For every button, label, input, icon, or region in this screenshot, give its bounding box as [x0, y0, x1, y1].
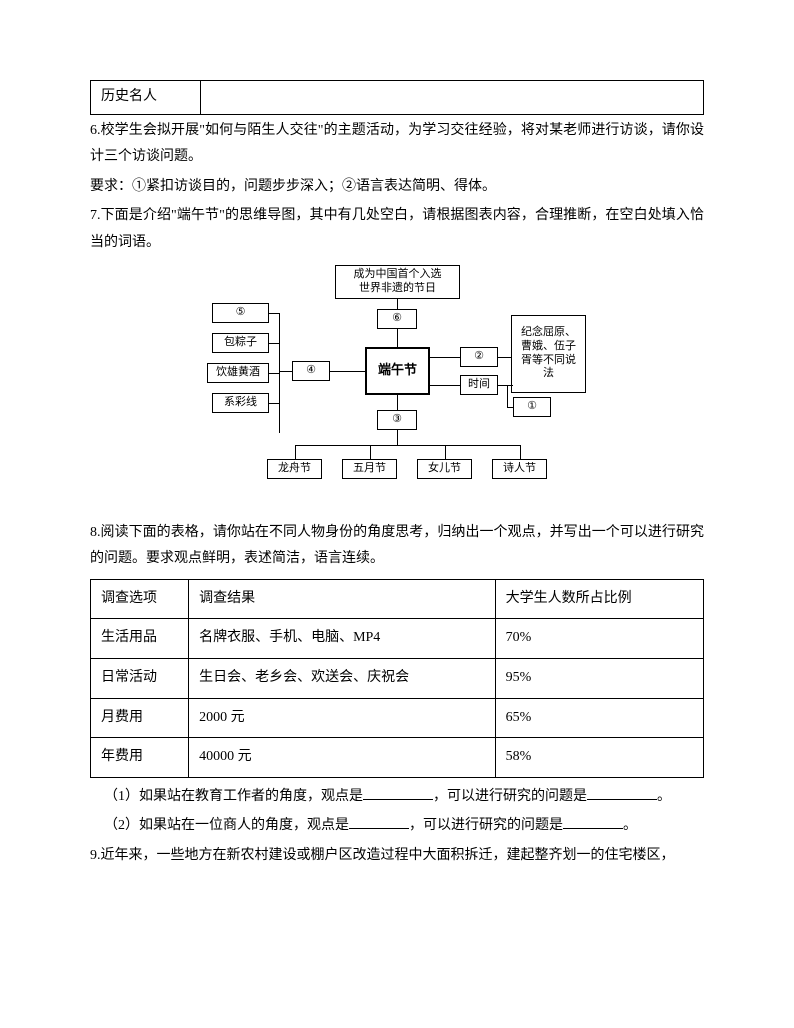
- q9-text: 9.近年来，一些地方在新农村建设或棚户区改造过程中大面积拆迁，建起整齐划一的住宅…: [90, 843, 704, 870]
- node-b4: 诗人节: [492, 459, 547, 479]
- node-b2: 五月节: [342, 459, 397, 479]
- q6-req: 要求：①紧扣访谈目的，问题步步深入；②语言表达简明、得体。: [90, 174, 704, 201]
- th2: 调查结果: [189, 579, 496, 619]
- th1: 调查选项: [91, 579, 189, 619]
- node-2: ②: [460, 347, 498, 367]
- mindmap-diagram: 成为中国首个入选 世界非遗的节日 ⑥ 端午节 ④ ⑤ 包粽子 饮雄黄酒 系彩线 …: [90, 265, 704, 510]
- q8-text: 8.阅读下面的表格，请你站在不同人物身份的角度思考，归纳出一个观点，并写出一个可…: [90, 520, 704, 573]
- node-center: 端午节: [365, 347, 430, 395]
- q7-text: 7.下面是介绍"端午节"的思维导图，其中有几处空白，请根据图表内容，合理推断，在…: [90, 203, 704, 256]
- node-left2: 包粽子: [212, 333, 269, 353]
- q8-sub1: （1）如果站在教育工作者的角度，观点是，可以进行研究的问题是。: [90, 784, 704, 811]
- node-3: ③: [377, 410, 417, 430]
- table-row: 生活用品 名牌衣服、手机、电脑、MP4 70%: [91, 619, 704, 659]
- node-left3: 饮雄黄酒: [207, 363, 269, 383]
- blank[interactable]: [563, 814, 623, 829]
- table-row: 年费用 40000 元 58%: [91, 738, 704, 778]
- blank[interactable]: [587, 784, 657, 799]
- survey-table: 调查选项 调查结果 大学生人数所占比例 生活用品 名牌衣服、手机、电脑、MP4 …: [90, 579, 704, 778]
- table-row: 日常活动 生日会、老乡会、欢送会、庆祝会 95%: [91, 658, 704, 698]
- node-time: 时间: [460, 375, 498, 395]
- cell-label: 历史名人: [91, 81, 201, 115]
- node-top: 成为中国首个入选 世界非遗的节日: [335, 265, 460, 299]
- node-6: ⑥: [377, 309, 417, 329]
- cell-empty: [201, 81, 704, 115]
- th3: 大学生人数所占比例: [495, 579, 703, 619]
- node-b1: 龙舟节: [267, 459, 322, 479]
- blank[interactable]: [363, 784, 433, 799]
- node-left4: 系彩线: [212, 393, 269, 413]
- node-b3: 女儿节: [417, 459, 472, 479]
- q8-sub2: （2）如果站在一位商人的角度，观点是，可以进行研究的问题是。: [90, 813, 704, 840]
- table-row: 月费用 2000 元 65%: [91, 698, 704, 738]
- blank[interactable]: [349, 814, 409, 829]
- node-right-big: 纪念屈原、曹娥、伍子胥等不同说法: [511, 315, 586, 393]
- q6-text: 6.校学生会拟开展"如何与陌生人交往"的主题活动，为学习交往经验，将对某老师进行…: [90, 118, 704, 171]
- node-1: ①: [513, 397, 551, 417]
- node-4: ④: [292, 361, 330, 381]
- node-left1: ⑤: [212, 303, 269, 323]
- history-table: 历史名人: [90, 80, 704, 115]
